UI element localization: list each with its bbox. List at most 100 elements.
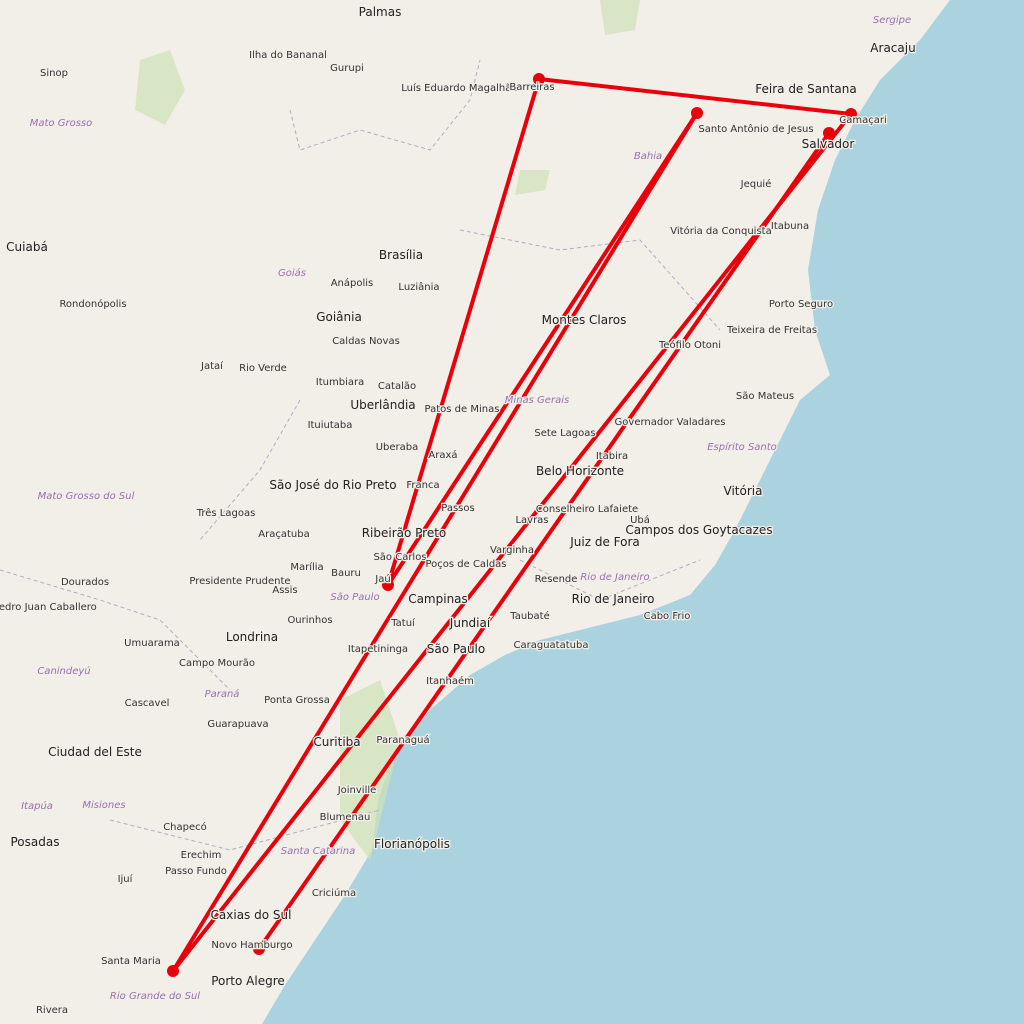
land [0,0,950,1024]
city-label: Caraguatatuba [514,640,589,651]
city-label: Posadas [11,835,60,849]
city-label: Campinas [408,592,468,606]
city-label: Porto Seguro [769,299,833,310]
region-label: Mato Grosso [30,118,93,129]
route [171,111,699,973]
city-label: Itapetininga [348,644,408,655]
city-label: Ilha do Bananal [249,50,327,61]
city-label: Uberlândia [350,398,415,412]
city-label: Ciudad del Este [48,745,142,759]
city-label: Marília [290,561,323,573]
city-label: Tatuí [390,617,416,629]
city-label: São Paulo [427,642,485,656]
city-label: Itabira [596,451,628,462]
city-label: Ribeirão Preto [362,526,447,540]
city-label: Joinville [337,785,377,796]
city-label: Dourados [61,577,109,588]
city-label: Vitória [724,484,763,498]
city-label: Varginha [490,545,534,556]
city-label: Itanhaém [426,675,474,687]
city-label: Gurupi [330,63,364,74]
routes [171,77,853,973]
city-label: Campos dos Goytacazes [625,523,772,537]
city-label: Ijuí [118,873,134,885]
route [386,77,541,587]
marker [253,943,265,955]
route [257,131,831,951]
city-label: Três Lagoas [196,507,256,519]
region-label: Rio de Janeiro [580,572,649,583]
labels: Sergipe Mato Grosso Bahia Goiás Minas Gerais… [0,4,917,1018]
city-label: Goiânia [316,310,362,324]
city-label: Londrina [226,630,278,644]
city-label: Cabo Frio [644,611,691,622]
region-label: Paraná [205,688,240,700]
city-label: Palmas [359,5,402,19]
city-label: Bauru [331,568,361,579]
city-label: Luís Eduardo Magalhães [401,82,522,94]
marker [382,579,394,591]
city-label: Araçatuba [258,529,309,540]
city-label: Curitiba [313,735,360,749]
city-label: Franca [406,480,439,491]
city-label: Patos de Minas [425,404,500,415]
city-label: Uberaba [376,442,419,453]
city-label: Itumbiara [316,377,364,388]
city-label: Camaçari [839,115,887,126]
city-label: Paranaguá [376,734,429,746]
route [171,112,853,973]
city-label: Itabuna [771,221,809,232]
city-label: Sinop [40,68,68,79]
city-label: Conselheiro Lafaiete [536,504,638,515]
city-label: Erechim [181,850,222,861]
borders [0,59,721,851]
city-label: Passos [441,503,474,514]
city-label: Jaú [374,573,390,585]
city-label: Assis [272,585,297,596]
region-label: Misiones [82,800,125,811]
city-label: Ubá [630,514,650,526]
city-label: Governador Valadares [615,417,726,428]
city-label: Rio de Janeiro [572,592,655,606]
marker [167,965,179,977]
city-label: Pedro Juan Caballero [0,602,97,613]
region-label: Sergipe [873,15,911,26]
city-label: Feira de Santana [755,82,856,96]
city-label: Caldas Novas [332,336,400,347]
city-label: Lavras [515,515,548,526]
city-label: Brasília [379,248,423,262]
city-label: Rivera [36,1005,68,1016]
city-label: Guarapuava [207,719,268,730]
city-label: Ourinhos [287,615,332,626]
marker [845,108,857,120]
region-label: Rio Grande do Sul [110,991,200,1002]
city-label: Catalão [378,381,416,392]
city-label: Araxá [428,449,457,461]
city-label: Jataí [200,360,224,372]
route [386,111,699,587]
city-label: Belo Horizonte [536,464,624,478]
city-label: Rondonópolis [59,298,126,310]
region-label: Bahia [634,151,662,162]
city-label: Montes Claros [542,313,627,327]
city-label: Passo Fundo [165,866,227,877]
city-label: Sete Lagoas [534,428,595,439]
region-label: Mato Grosso do Sul [38,491,135,502]
city-label: São José do Rio Preto [269,478,396,492]
city-label: Presidente Prudente [189,576,290,587]
marker [533,73,545,85]
marker [691,107,703,119]
city-label: Cascavel [125,698,170,709]
city-label: Ituiutaba [308,420,353,431]
city-label: São Mateus [736,391,794,402]
city-label: Barreiras [509,82,554,93]
city-label: Santo Antônio de Jesus [698,123,813,135]
city-label: Juiz de Fora [569,535,640,549]
markers [167,73,857,977]
city-label: Caxias do Sul [211,908,292,922]
region-label: Canindeyú [37,665,90,677]
city-label: Cuiabá [6,240,48,254]
city-label: Resende [535,574,578,585]
city-label: Criciúma [312,887,356,899]
region-label: Itapúa [21,800,53,812]
